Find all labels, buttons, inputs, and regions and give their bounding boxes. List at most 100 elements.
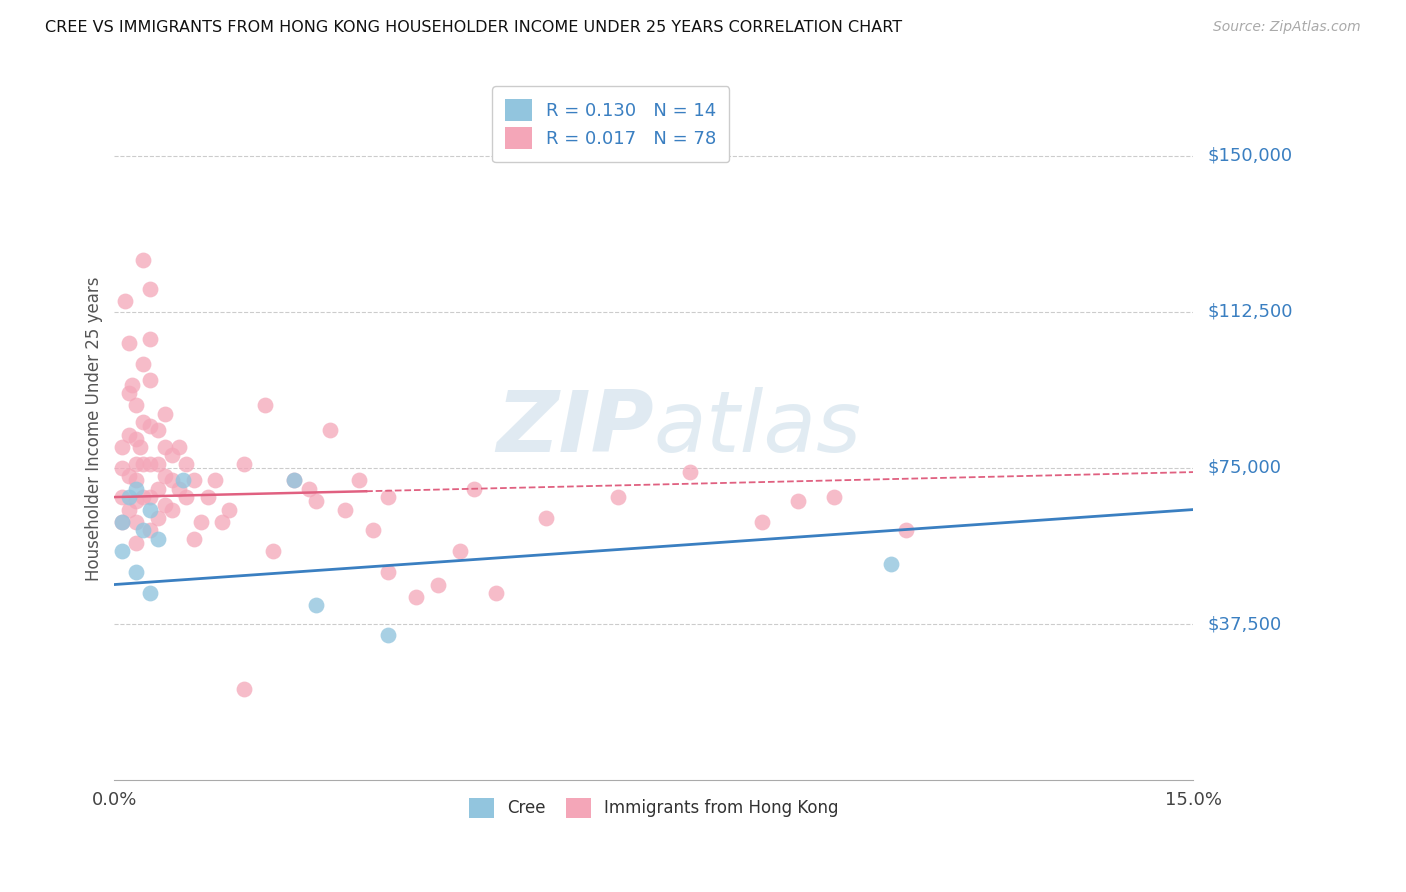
Point — [197, 490, 219, 504]
Point — [146, 532, 169, 546]
Text: ZIP: ZIP — [496, 387, 654, 470]
Point — [449, 544, 471, 558]
Point — [305, 494, 328, 508]
Point — [139, 586, 162, 600]
Point — [211, 515, 233, 529]
Text: $112,500: $112,500 — [1208, 302, 1292, 321]
Point — [218, 502, 240, 516]
Point — [121, 377, 143, 392]
Point — [125, 482, 148, 496]
Point — [534, 511, 557, 525]
Point — [114, 294, 136, 309]
Point — [139, 282, 162, 296]
Point — [132, 490, 155, 504]
Point — [128, 440, 150, 454]
Point — [132, 415, 155, 429]
Text: $37,500: $37,500 — [1208, 615, 1281, 633]
Point — [146, 424, 169, 438]
Point — [167, 440, 190, 454]
Point — [153, 407, 176, 421]
Point — [427, 577, 450, 591]
Point — [463, 482, 485, 496]
Point — [160, 502, 183, 516]
Point — [146, 511, 169, 525]
Point — [183, 474, 205, 488]
Point — [125, 565, 148, 579]
Point — [176, 457, 198, 471]
Point — [110, 461, 132, 475]
Text: atlas: atlas — [654, 387, 862, 470]
Point — [405, 590, 427, 604]
Point — [125, 474, 148, 488]
Point — [125, 457, 148, 471]
Point — [110, 515, 132, 529]
Point — [110, 515, 132, 529]
Text: Source: ZipAtlas.com: Source: ZipAtlas.com — [1213, 20, 1361, 34]
Text: $150,000: $150,000 — [1208, 146, 1292, 164]
Point — [283, 474, 305, 488]
Point — [153, 440, 176, 454]
Point — [377, 490, 399, 504]
Point — [139, 374, 162, 388]
Point — [176, 490, 198, 504]
Point — [786, 494, 808, 508]
Point — [125, 494, 148, 508]
Point — [347, 474, 370, 488]
Point — [305, 599, 328, 613]
Point — [183, 532, 205, 546]
Point — [125, 399, 148, 413]
Point — [125, 432, 148, 446]
Point — [297, 482, 319, 496]
Point — [167, 482, 190, 496]
Point — [110, 490, 132, 504]
Point — [262, 544, 284, 558]
Point — [484, 586, 506, 600]
Point — [880, 557, 903, 571]
Point — [110, 544, 132, 558]
Point — [377, 627, 399, 641]
Point — [132, 357, 155, 371]
Point — [894, 524, 917, 538]
Point — [110, 440, 132, 454]
Point — [132, 252, 155, 267]
Point — [125, 536, 148, 550]
Point — [190, 515, 212, 529]
Point — [132, 524, 155, 538]
Point — [153, 469, 176, 483]
Point — [139, 524, 162, 538]
Point — [139, 490, 162, 504]
Point — [823, 490, 845, 504]
Point — [172, 474, 194, 488]
Point — [118, 427, 141, 442]
Point — [160, 449, 183, 463]
Y-axis label: Householder Income Under 25 years: Householder Income Under 25 years — [86, 277, 103, 581]
Point — [146, 482, 169, 496]
Legend: Cree, Immigrants from Hong Kong: Cree, Immigrants from Hong Kong — [463, 791, 845, 825]
Text: $75,000: $75,000 — [1208, 458, 1281, 477]
Point — [679, 465, 702, 479]
Point — [139, 457, 162, 471]
Point — [333, 502, 356, 516]
Point — [118, 386, 141, 401]
Point — [319, 424, 342, 438]
Point — [125, 515, 148, 529]
Point — [118, 502, 141, 516]
Point — [132, 457, 155, 471]
Text: CREE VS IMMIGRANTS FROM HONG KONG HOUSEHOLDER INCOME UNDER 25 YEARS CORRELATION : CREE VS IMMIGRANTS FROM HONG KONG HOUSEH… — [45, 20, 903, 35]
Point — [139, 332, 162, 346]
Point — [254, 399, 277, 413]
Point — [363, 524, 385, 538]
Point — [118, 469, 141, 483]
Point — [283, 474, 305, 488]
Point — [232, 681, 254, 696]
Point — [751, 515, 773, 529]
Point — [118, 335, 141, 350]
Point — [153, 499, 176, 513]
Point — [160, 474, 183, 488]
Point — [139, 419, 162, 434]
Point — [606, 490, 628, 504]
Point — [204, 474, 226, 488]
Point — [232, 457, 254, 471]
Point — [146, 457, 169, 471]
Point — [118, 490, 141, 504]
